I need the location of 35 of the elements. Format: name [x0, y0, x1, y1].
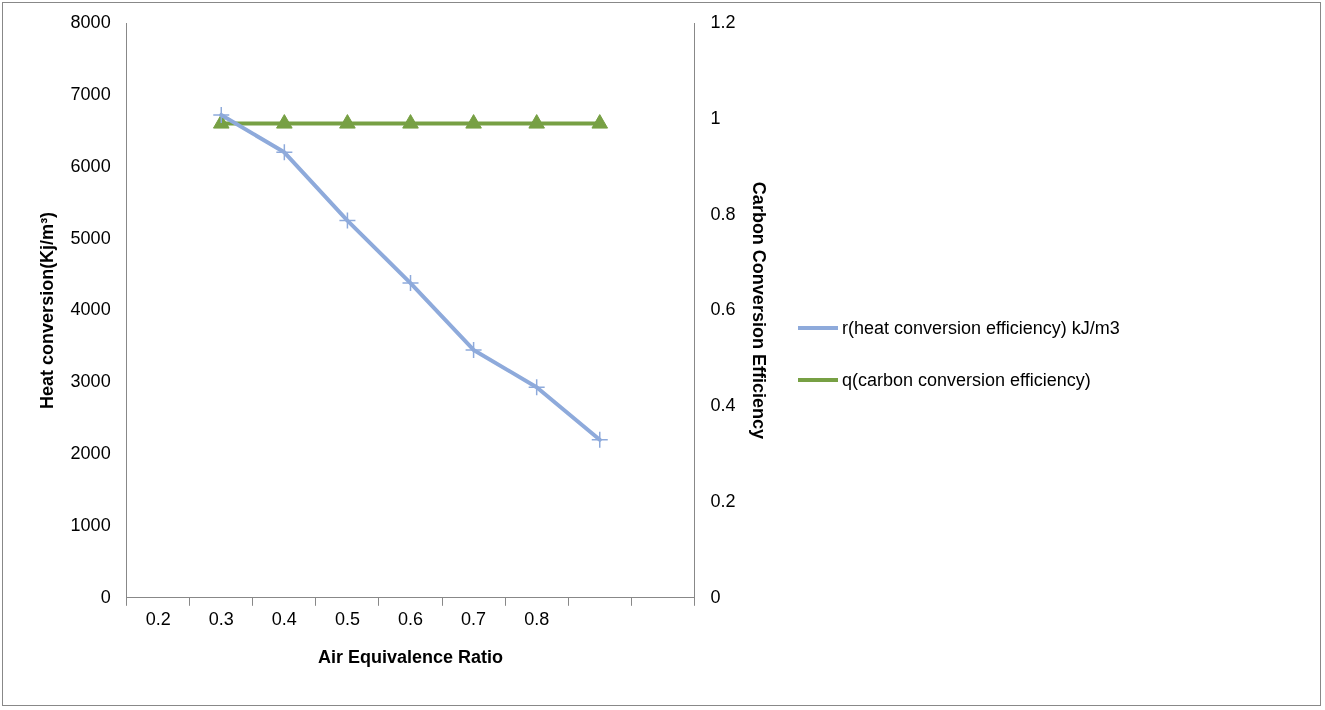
x-tick-label: 0.7	[461, 608, 487, 629]
y-tick-label: 1000	[70, 514, 111, 535]
y2-tick-label: 0	[710, 586, 721, 607]
point	[591, 430, 609, 449]
legend-label: q(carbon conversion efficiency)	[842, 369, 1091, 392]
point	[212, 106, 231, 124]
point	[275, 143, 294, 162]
x-tick-label: 0.6	[397, 608, 424, 629]
y-tick-label: 2000	[70, 443, 111, 464]
x-tick-label: 0.5	[334, 608, 360, 629]
x-axis-title: Air Equivalence Ratio	[317, 647, 504, 668]
y-tick-label: 6000	[70, 155, 111, 176]
y-tick-label: 3000	[70, 371, 111, 392]
y2-tick-label: 0.8	[710, 203, 736, 224]
x-tick-label: 0.4	[271, 608, 297, 629]
y2-tick-label: 0.2	[710, 490, 736, 511]
y-axis-title: Heat conversion(Kj/m³)	[36, 211, 57, 409]
point	[527, 378, 546, 397]
x-tick-label: 0.8	[524, 608, 550, 629]
y2-tick-label: 1	[710, 107, 721, 128]
y2-axis-title: Carbon Conversion Efficiency	[749, 181, 770, 439]
y2-tick-label: 1.2	[710, 11, 736, 32]
legend-label: r(heat conversion efficiency) kJ/m3	[842, 317, 1120, 340]
y2-tick-label: 0.6	[710, 299, 736, 320]
y-tick-label: 0	[100, 586, 111, 607]
point	[464, 341, 483, 359]
point	[338, 211, 357, 230]
x-tick-label: 0.2	[145, 608, 171, 629]
y-tick-label: 5000	[70, 227, 111, 248]
point	[401, 274, 420, 292]
y-tick-label: 4000	[70, 299, 111, 320]
y-tick-label: 7000	[70, 83, 111, 104]
y2-tick-label: 0.4	[710, 395, 736, 416]
x-tick-label: 0.3	[208, 608, 234, 629]
y-tick-label: 8000	[70, 11, 111, 32]
